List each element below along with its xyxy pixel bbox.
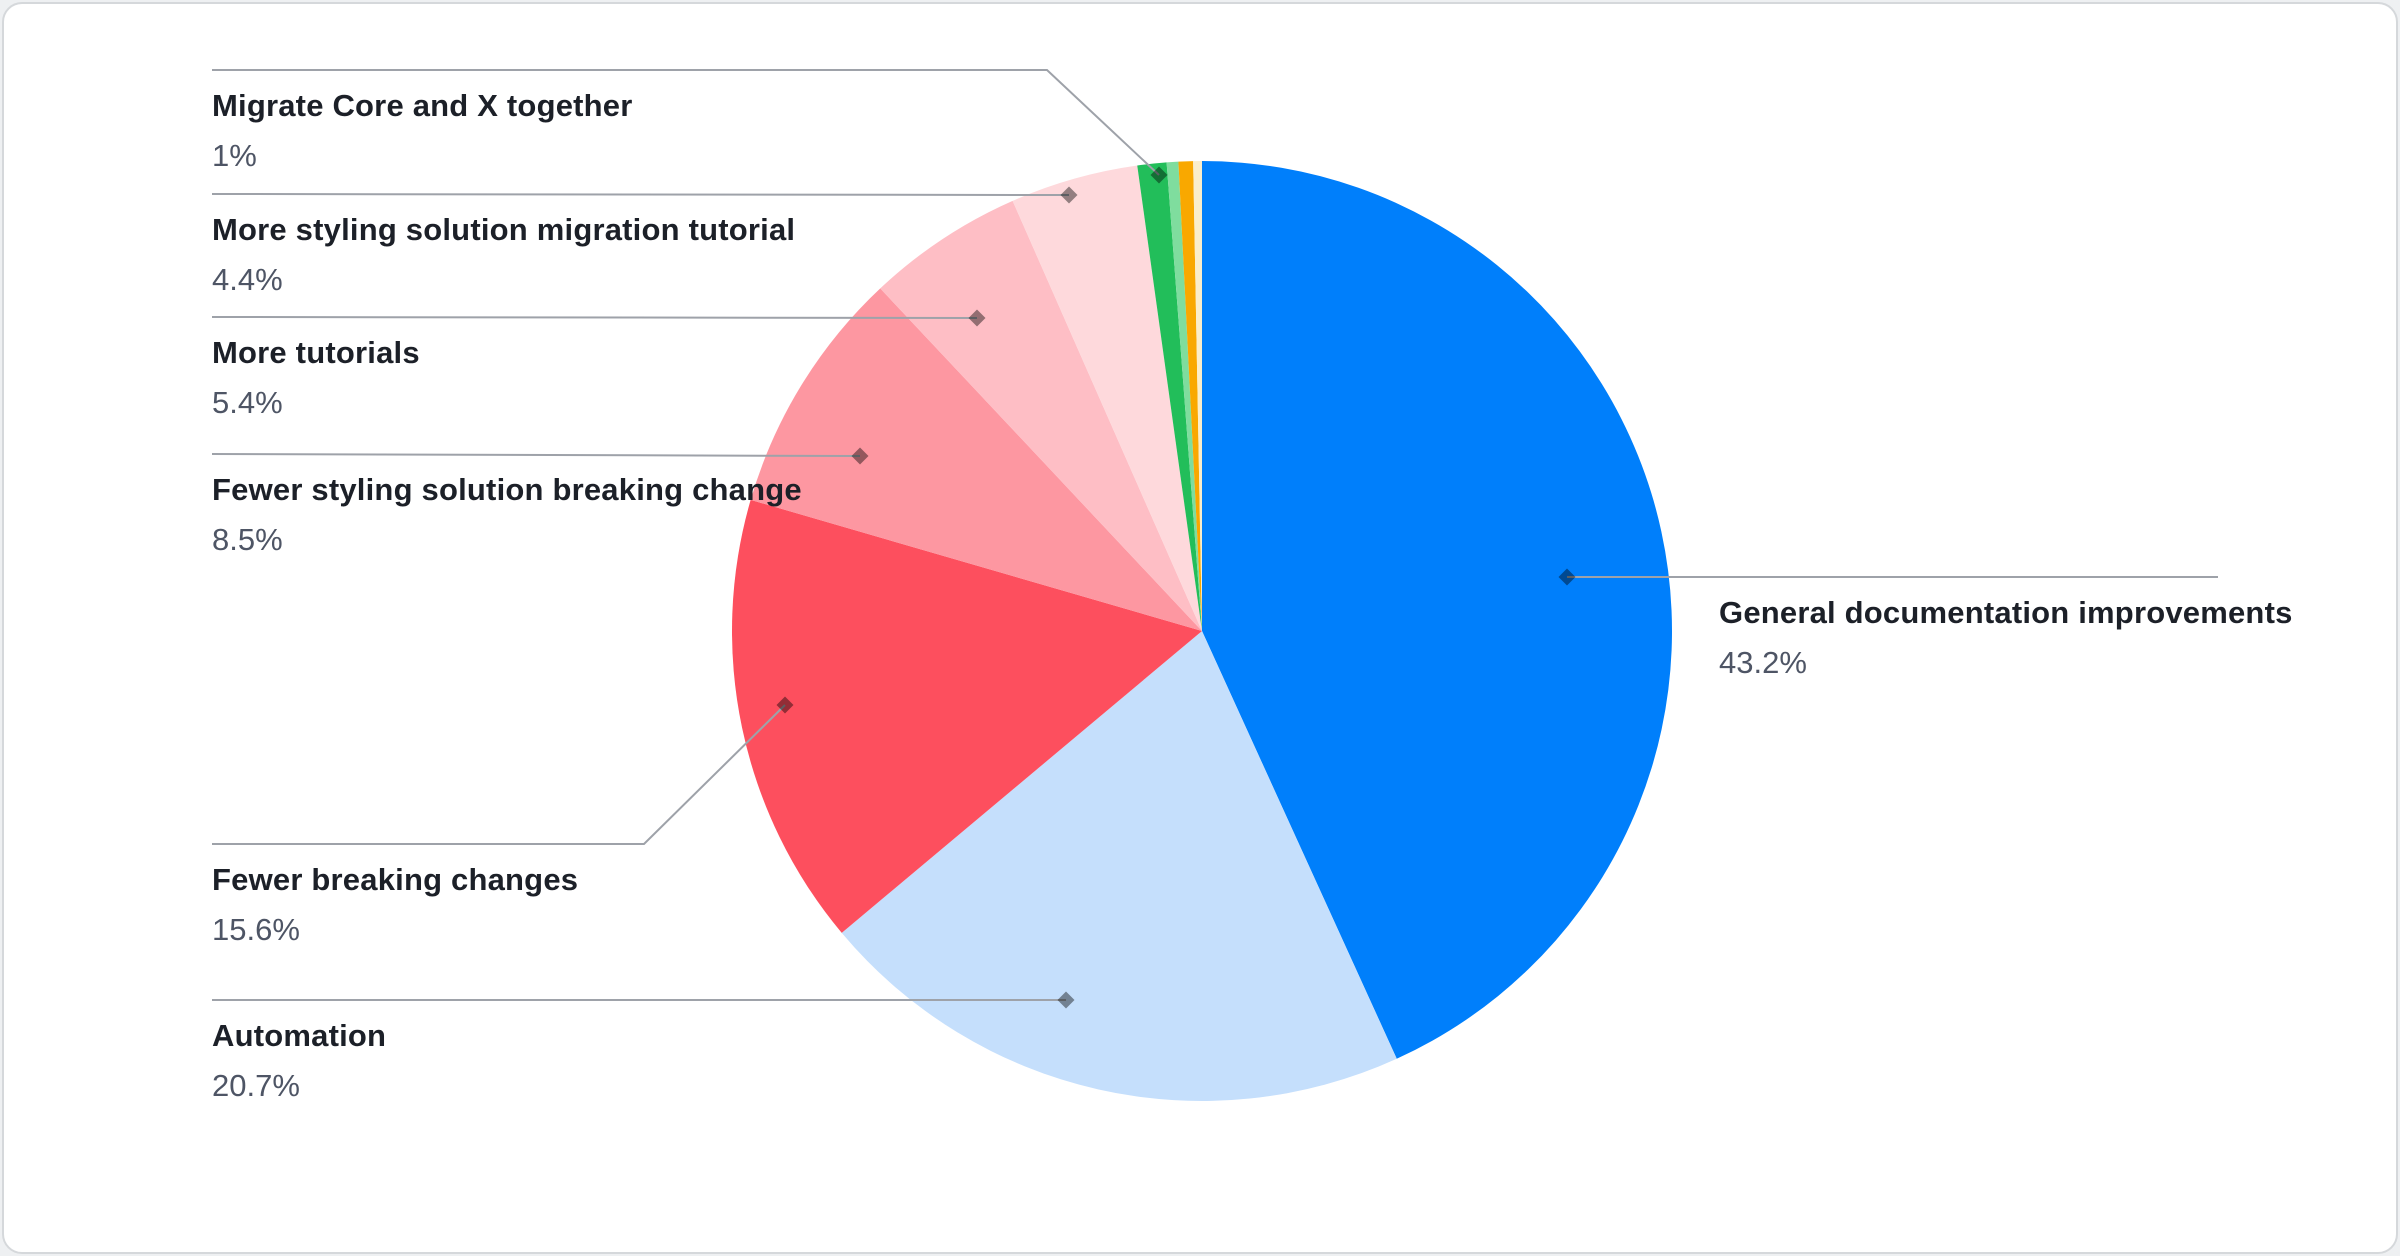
callout-marker-general-documentation-improvements xyxy=(1558,568,1576,586)
pie-slice-unlabeled[interactable] xyxy=(1178,161,1202,631)
pie-slice-automation[interactable] xyxy=(841,631,1397,1101)
callout-line-migrate-core-and-x-together xyxy=(212,69,1160,176)
callout-marker-fewer-breaking-changes xyxy=(776,696,794,714)
pie-slice-unlabeled[interactable] xyxy=(1193,161,1202,631)
pie-slice-fewer-breaking-changes[interactable] xyxy=(732,499,1202,933)
callout-line-more-tutorials xyxy=(211,316,978,319)
pie-slice-fewer-styling-solution-breaking-change[interactable] xyxy=(750,288,1202,631)
callout-line-fewer-styling-solution-breaking-change xyxy=(211,453,861,457)
pie-slice-more-tutorials[interactable] xyxy=(880,200,1202,631)
pie-chart xyxy=(211,69,2218,1101)
pie-slice-migrate-core-and-x-together[interactable] xyxy=(1137,162,1202,631)
callout-marker-fewer-styling-solution-breaking-change xyxy=(851,447,869,465)
pie-slice-unlabeled[interactable] xyxy=(1166,161,1202,631)
callout-marker-more-styling-solution-migration-tutorial xyxy=(1060,186,1078,204)
pie-slice-more-styling-solution-migration-tutorial[interactable] xyxy=(1012,165,1202,631)
callout-marker-more-tutorials xyxy=(968,309,986,327)
callout-line-fewer-breaking-changes xyxy=(212,704,786,845)
pie-slice-general-documentation-improvements[interactable] xyxy=(1202,161,1672,1059)
callout-line-more-styling-solution-migration-tutorial xyxy=(211,193,1070,196)
callout-marker-migrate-core-and-x-together xyxy=(1150,166,1168,184)
callout-marker-automation xyxy=(1057,991,1075,1009)
